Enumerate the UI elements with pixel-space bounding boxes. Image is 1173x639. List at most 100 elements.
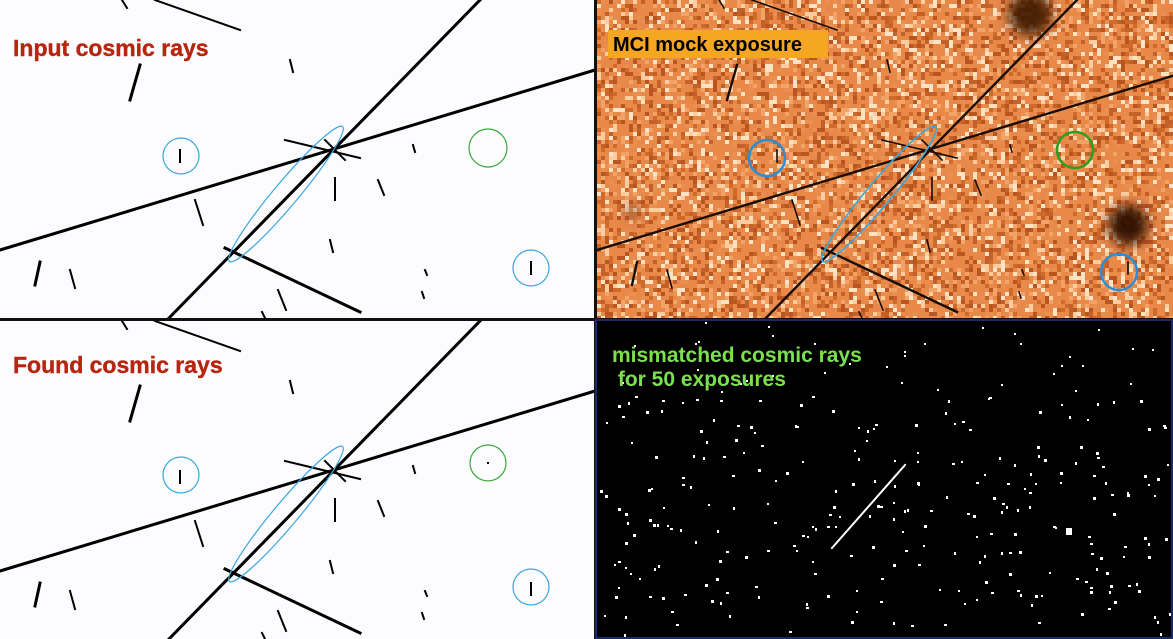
noise-pixel xyxy=(881,212,885,216)
noise-pixel xyxy=(829,96,833,100)
noise-pixel xyxy=(705,244,709,248)
noise-pixel xyxy=(1141,72,1145,76)
noise-pixel xyxy=(933,200,937,204)
noise-pixel xyxy=(961,148,965,152)
noise-pixel xyxy=(685,164,689,168)
noise-pixel xyxy=(1157,60,1161,64)
noise-pixel xyxy=(869,204,873,208)
noise-pixel xyxy=(1105,148,1109,152)
noise-pixel xyxy=(861,120,865,124)
noise-pixel xyxy=(737,60,741,64)
noise-pixel xyxy=(969,60,973,64)
noise-pixel xyxy=(1085,60,1089,64)
noise-pixel xyxy=(869,44,873,48)
noise-pixel xyxy=(1117,24,1121,28)
noise-pixel xyxy=(741,224,745,228)
noise-pixel xyxy=(1041,172,1045,176)
noise-pixel xyxy=(725,244,729,248)
noise-pixel xyxy=(989,4,993,8)
noise-pixel xyxy=(1117,20,1121,24)
noise-pixel xyxy=(645,244,649,248)
noise-pixel xyxy=(697,240,701,244)
noise-pixel xyxy=(889,212,893,216)
noise-pixel xyxy=(969,40,973,44)
noise-pixel xyxy=(789,248,793,252)
noise-pixel xyxy=(1161,96,1165,100)
noise-pixel xyxy=(605,96,609,100)
noise-pixel xyxy=(781,220,785,224)
noise-pixel xyxy=(753,208,757,212)
noise-pixel xyxy=(1165,32,1169,36)
noise-pixel xyxy=(669,128,673,132)
noise-pixel xyxy=(733,156,737,160)
noise-pixel xyxy=(789,224,793,228)
noise-pixel xyxy=(809,12,813,16)
noise-pixel xyxy=(669,112,673,116)
noise-pixel xyxy=(921,0,925,4)
noise-pixel xyxy=(1153,124,1157,128)
noise-pixel xyxy=(713,240,717,244)
noise-pixel xyxy=(625,148,629,152)
noise-pixel xyxy=(685,72,689,76)
noise-pixel xyxy=(1097,216,1101,220)
noise-pixel xyxy=(713,132,717,136)
noise-pixel xyxy=(1129,40,1133,44)
noise-pixel xyxy=(657,164,661,168)
noise-pixel xyxy=(1141,140,1145,144)
noise-pixel xyxy=(805,80,809,84)
noise-pixel xyxy=(837,184,841,188)
noise-pixel xyxy=(1053,36,1057,40)
noise-pixel xyxy=(849,36,853,40)
noise-pixel xyxy=(1093,164,1097,168)
noise-pixel xyxy=(609,144,613,148)
noise-pixel xyxy=(977,8,981,12)
noise-pixel xyxy=(1065,92,1069,96)
noise-pixel xyxy=(721,176,725,180)
noise-pixel xyxy=(1105,72,1109,76)
noise-pixel xyxy=(657,184,661,188)
noise-pixel xyxy=(673,164,677,168)
noise-pixel xyxy=(1001,28,1005,32)
noise-pixel xyxy=(1117,72,1121,76)
noise-pixel xyxy=(669,88,673,92)
noise-pixel xyxy=(729,216,733,220)
noise-pixel xyxy=(985,200,989,204)
noise-pixel xyxy=(1169,0,1173,4)
noise-pixel xyxy=(997,152,1001,156)
noise-pixel xyxy=(1133,36,1137,40)
noise-pixel xyxy=(733,120,737,124)
noise-pixel xyxy=(1105,16,1109,20)
noise-pixel xyxy=(1005,244,1009,248)
noise-pixel xyxy=(773,76,777,80)
noise-pixel xyxy=(901,80,905,84)
noise-pixel xyxy=(725,0,729,4)
noise-pixel xyxy=(653,184,657,188)
noise-pixel xyxy=(1153,16,1157,20)
noise-pixel xyxy=(653,172,657,176)
noise-pixel xyxy=(737,72,741,76)
noise-pixel xyxy=(1101,32,1105,36)
noise-pixel xyxy=(725,176,729,180)
noise-pixel xyxy=(1017,116,1021,120)
noise-pixel xyxy=(1089,12,1093,16)
noise-pixel xyxy=(737,0,741,4)
noise-pixel xyxy=(1125,36,1129,40)
noise-pixel xyxy=(1041,96,1045,100)
noise-pixel xyxy=(705,68,709,72)
noise-pixel xyxy=(1017,96,1021,100)
noise-pixel xyxy=(885,76,889,80)
noise-pixel xyxy=(1021,104,1025,108)
noise-pixel xyxy=(1105,176,1109,180)
noise-pixel xyxy=(1121,80,1125,84)
noise-pixel xyxy=(1097,76,1101,80)
noise-pixel xyxy=(725,164,729,168)
noise-pixel xyxy=(1125,200,1129,204)
noise-pixel xyxy=(909,24,913,28)
noise-pixel xyxy=(1029,56,1033,60)
noise-pixel xyxy=(985,208,989,212)
noise-pixel xyxy=(705,184,709,188)
noise-pixel xyxy=(693,124,697,128)
noise-pixel xyxy=(1117,80,1121,84)
noise-pixel xyxy=(725,80,729,84)
noise-pixel xyxy=(625,136,629,140)
